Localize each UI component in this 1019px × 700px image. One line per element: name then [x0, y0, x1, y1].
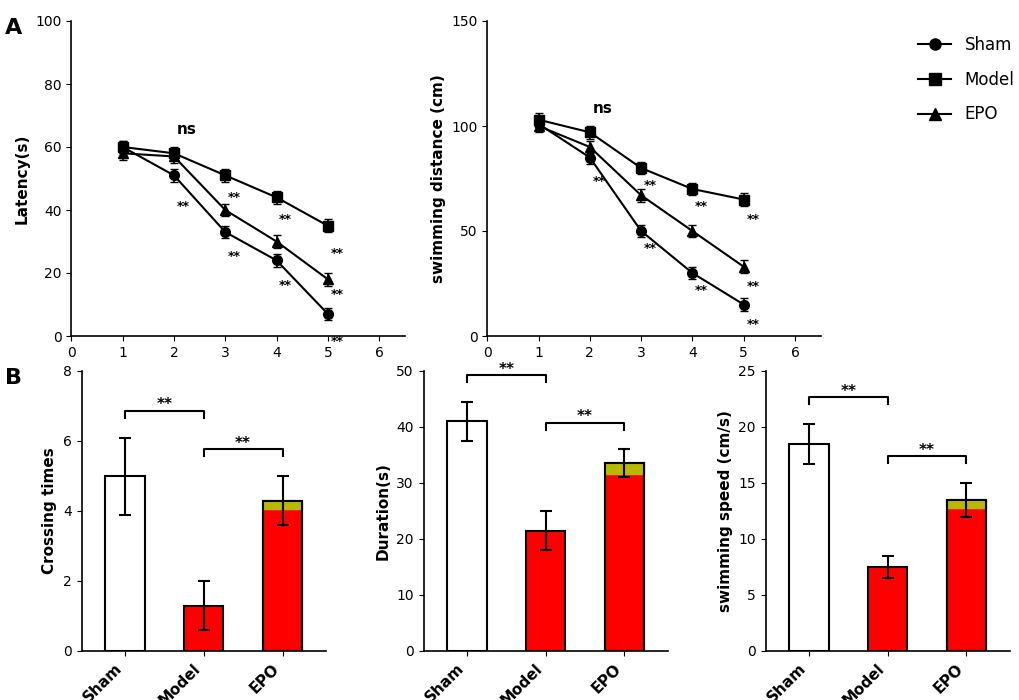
Bar — [604, 463, 644, 651]
Text: **: ** — [694, 200, 707, 213]
Text: ns: ns — [176, 122, 197, 137]
Bar — [446, 421, 486, 651]
Text: **: ** — [918, 443, 934, 458]
Bar — [867, 567, 907, 651]
Bar — [183, 606, 223, 651]
Text: **: ** — [235, 436, 251, 451]
Text: **: ** — [592, 175, 605, 188]
Text: **: ** — [227, 251, 240, 263]
Text: **: ** — [746, 318, 758, 330]
Bar — [263, 500, 302, 509]
Text: **: ** — [330, 335, 343, 349]
Bar — [263, 500, 302, 651]
Text: **: ** — [840, 384, 855, 398]
Text: **: ** — [156, 398, 172, 412]
Y-axis label: Duration(s): Duration(s) — [375, 462, 390, 560]
Text: **: ** — [746, 280, 758, 293]
Text: **: ** — [279, 279, 291, 292]
Text: **: ** — [643, 179, 656, 192]
Text: **: ** — [279, 213, 291, 225]
Bar — [604, 463, 644, 474]
Text: **: ** — [498, 362, 514, 377]
Text: **: ** — [643, 242, 656, 255]
Text: B: B — [5, 368, 22, 388]
Text: A: A — [5, 18, 22, 38]
Text: **: ** — [577, 410, 592, 424]
Y-axis label: swimming speed (cm/s): swimming speed (cm/s) — [717, 410, 732, 612]
Text: **: ** — [694, 284, 707, 297]
Bar — [946, 500, 985, 508]
Bar — [946, 500, 985, 651]
Text: ns: ns — [592, 102, 612, 116]
Y-axis label: swimming distance (cm): swimming distance (cm) — [430, 74, 445, 283]
Bar — [789, 444, 827, 651]
Text: **: ** — [330, 247, 343, 260]
Text: **: ** — [746, 213, 758, 225]
Y-axis label: Latency(s): Latency(s) — [14, 133, 30, 224]
Text: **: ** — [176, 200, 190, 213]
Legend: Sham, Model, EPO: Sham, Model, EPO — [911, 29, 1019, 130]
Bar — [263, 500, 302, 651]
Y-axis label: Crossing times: Crossing times — [43, 447, 57, 575]
Text: **: ** — [227, 190, 240, 204]
Bar — [526, 531, 565, 651]
Bar — [946, 500, 985, 651]
Text: **: ** — [330, 288, 343, 301]
Bar — [604, 463, 644, 651]
Bar — [105, 476, 145, 651]
